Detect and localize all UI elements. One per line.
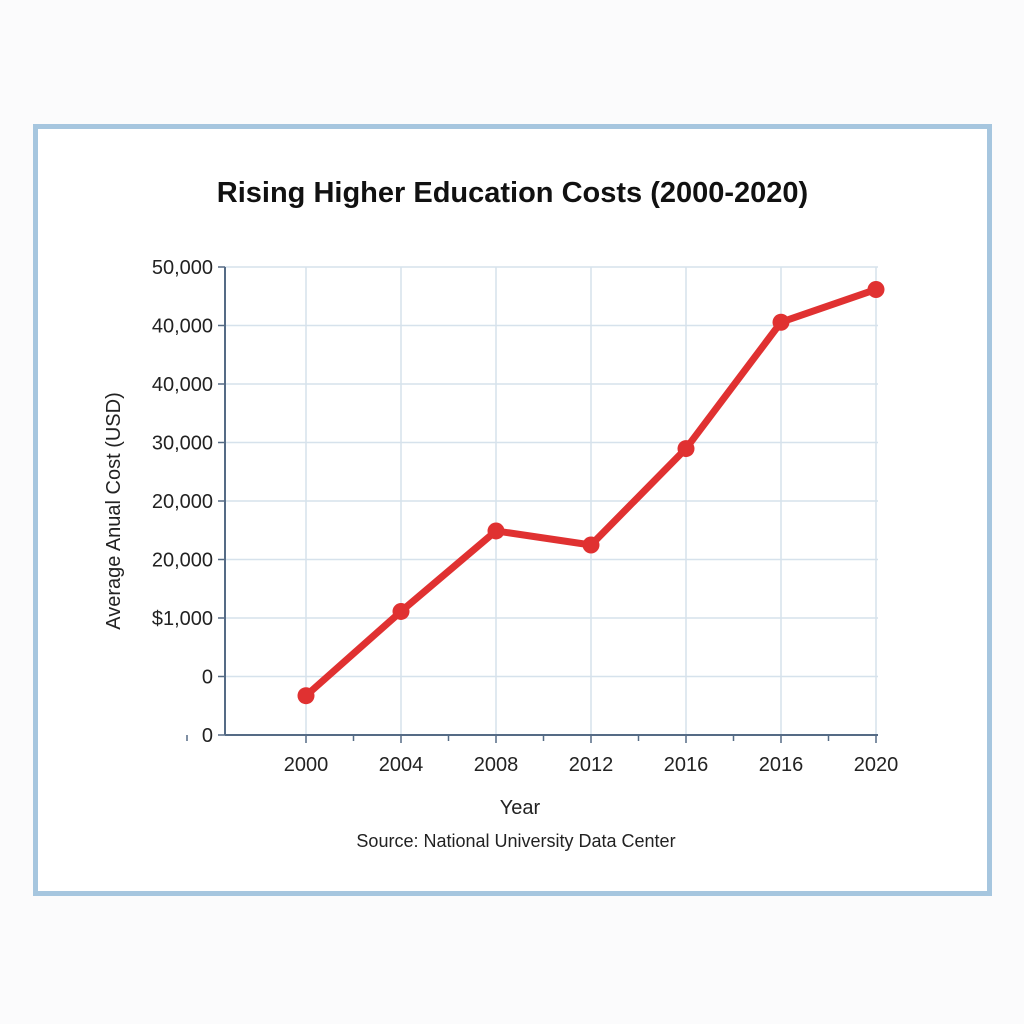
y-axis-title: Average Anual Cost (USD) [103, 392, 125, 630]
y-tick-label: $1,000 [152, 608, 213, 630]
chart-title: Rising Higher Education Costs (2000-2020… [216, 177, 809, 209]
axes [186, 266, 878, 743]
chart-plot: 0 0 $1,000 20,000 20,000 30,000 40,000 40,000 50… [103, 257, 899, 851]
y-tick-label: 20,000 [152, 550, 213, 572]
data-point [772, 313, 790, 331]
grid-lines [225, 266, 878, 735]
x-tick-label: 2012 [569, 754, 614, 776]
y-tick-label: 50,000 [152, 257, 213, 279]
x-tick-label: 2020 [854, 754, 899, 776]
x-tick-label: 2000 [284, 754, 329, 776]
y-tick-label: 20,000 [152, 491, 213, 513]
y-tick-label: 0 [202, 667, 213, 689]
data-point [867, 280, 885, 298]
data-point [582, 536, 600, 554]
y-tick-label: 40,000 [152, 374, 213, 396]
data-point [487, 522, 505, 540]
y-tick-label: 30,000 [152, 433, 213, 455]
chart-frame: Rising Higher Education Costs (2000-2020… [33, 124, 992, 896]
data-point [297, 687, 315, 705]
x-tick-label: 2004 [379, 754, 424, 776]
series-group [297, 280, 885, 705]
x-tick-label: 2016 [759, 754, 804, 776]
x-axis-title: Year [500, 797, 541, 819]
y-tick-label: 0 [202, 725, 213, 747]
data-point [392, 602, 410, 620]
x-tick-labels: 2000 2004 2008 2012 2016 2016 2020 [284, 754, 899, 776]
y-tick-label: 40,000 [152, 316, 213, 338]
x-tick-label: 2008 [474, 754, 519, 776]
data-point [677, 440, 695, 458]
x-tick-label: 2016 [664, 754, 709, 776]
y-tick-labels: 0 0 $1,000 20,000 20,000 30,000 40,000 40,000 50… [152, 257, 213, 747]
source-note: Source: National University Data Center [356, 831, 675, 851]
